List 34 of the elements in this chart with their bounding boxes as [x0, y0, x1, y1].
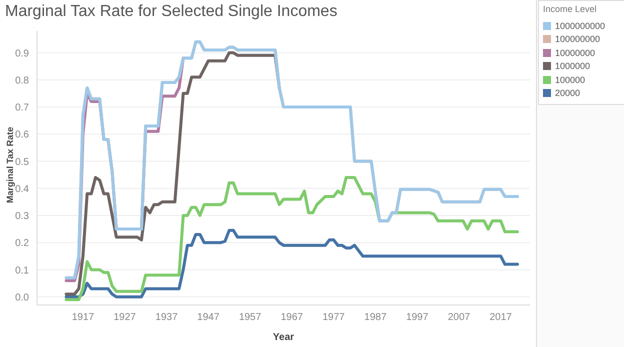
y-tick-label: 0.1 — [15, 265, 30, 276]
y-tick-label: 0.3 — [15, 211, 30, 222]
x-tick-label: 1977 — [322, 312, 346, 324]
y-axis-title: Marginal Tax Rate — [5, 126, 15, 204]
y-tick-label: 0.0 — [15, 292, 30, 304]
y-tick-label: 0.6 — [15, 130, 30, 141]
y-tick-label: 0.9 — [15, 48, 30, 60]
y-tick-label: 0.5 — [15, 156, 30, 168]
legend-label: 20000 — [555, 88, 580, 98]
line-series — [64, 40, 519, 280]
legend-title: Income Level — [543, 4, 598, 14]
y-tick-label: 0.4 — [15, 184, 30, 195]
x-tick-label: 1937 — [155, 312, 178, 324]
x-tick-label: 2007 — [448, 312, 471, 324]
x-axis-title: Year — [272, 332, 294, 343]
y-tick-label: 0.7 — [15, 102, 30, 114]
line-series — [64, 228, 519, 298]
x-tick-label: 2017 — [490, 312, 512, 324]
x-tick-label: 1967 — [280, 312, 304, 324]
chart-title: Marginal Tax Rate for Selected Single Incomes — [5, 3, 338, 21]
legend-label: 100000000 — [555, 34, 600, 44]
y-tick-label: 0.2 — [15, 238, 30, 250]
x-tick-label: 1997 — [406, 312, 429, 324]
legend-label: 1000000 — [555, 61, 590, 72]
legend-label: 10000000 — [555, 48, 596, 58]
line-series — [64, 176, 519, 302]
x-tick-label: 1987 — [364, 312, 387, 324]
legend-label: 1000000000 — [555, 20, 606, 31]
y-tick-label: 0.8 — [15, 75, 30, 86]
x-tick-label: 1927 — [114, 312, 136, 324]
x-tick-label: 1947 — [197, 312, 220, 324]
x-tick-label: 1957 — [238, 312, 262, 324]
legend-label: 100000 — [555, 74, 586, 85]
x-tick-label: 1917 — [72, 312, 95, 324]
